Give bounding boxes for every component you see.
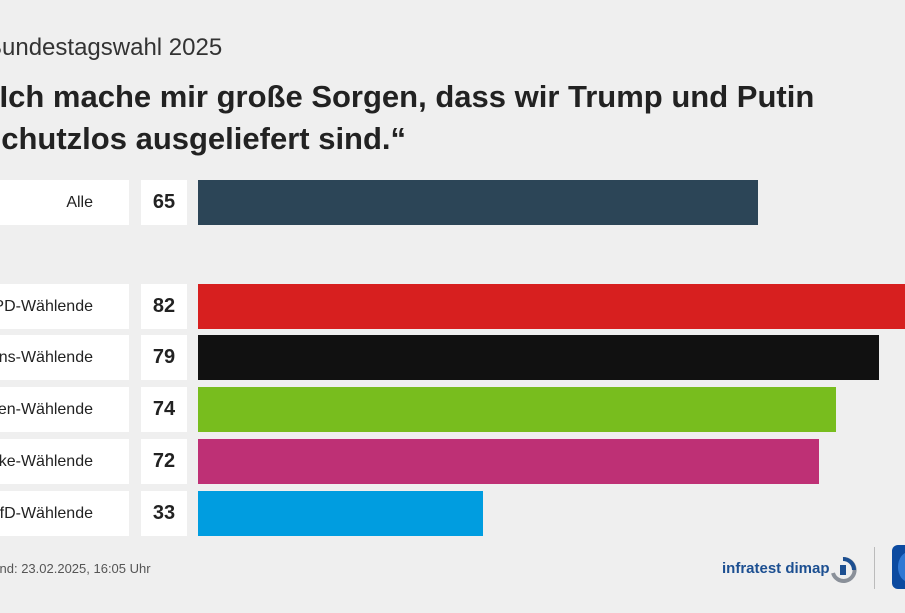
category-label: Unions-Wählende [0,349,93,366]
bar-row: Unions-Wählende 79 [0,335,905,380]
bar [198,335,880,380]
value-label: 79 [141,335,187,380]
bar-row: SPD-Wählende 82 [0,284,905,329]
bar [198,491,483,536]
category-label: Alle [66,194,93,211]
category-label-box: Alle [0,180,129,225]
category-label: SPD-Wählende [0,298,93,315]
value-label: 65 [141,180,187,225]
value-label: 74 [141,387,187,432]
chart-title-line-2: schutzlos ausgeliefert sind.“ [0,121,407,156]
chart-title-line-1: „Ich mache mir große Sorgen, dass wir Tr… [0,79,815,114]
category-label-box: AfD-Wählende [0,491,129,536]
bar [198,387,837,432]
value-label: 82 [141,284,187,329]
category-label-box: Grünen-Wählende [0,387,129,432]
supertitle: Bundestagswahl 2025 [0,34,223,61]
infratest-logo-icon [831,557,857,583]
bar [198,180,759,225]
value-label: 72 [141,439,187,484]
category-label-box: Linke-Wählende [0,439,129,484]
footer-divider [874,547,875,589]
category-label: AfD-Wählende [0,505,93,522]
value-label: 33 [141,491,187,536]
bar-row: Linke-Wählende 72 [0,439,905,484]
bar-row: Alle 65 [0,180,905,225]
category-label: Grünen-Wählende [0,401,93,418]
category-label-box: SPD-Wählende [0,284,129,329]
brand-name: infratest dimap [722,560,830,577]
timestamp: Stand: 23.02.2025, 16:05 Uhr [0,561,151,576]
bar [198,439,819,484]
bar-row: AfD-Wählende 33 [0,491,905,536]
bar-row: Grünen-Wählende 74 [0,387,905,432]
chart-title: „Ich mache mir große Sorgen, dass wir Tr… [0,76,884,160]
category-label: Linke-Wählende [0,453,93,470]
category-label-box: Unions-Wählende [0,335,129,380]
broadcaster-logo-inner-icon [898,552,905,582]
bar [198,284,905,329]
